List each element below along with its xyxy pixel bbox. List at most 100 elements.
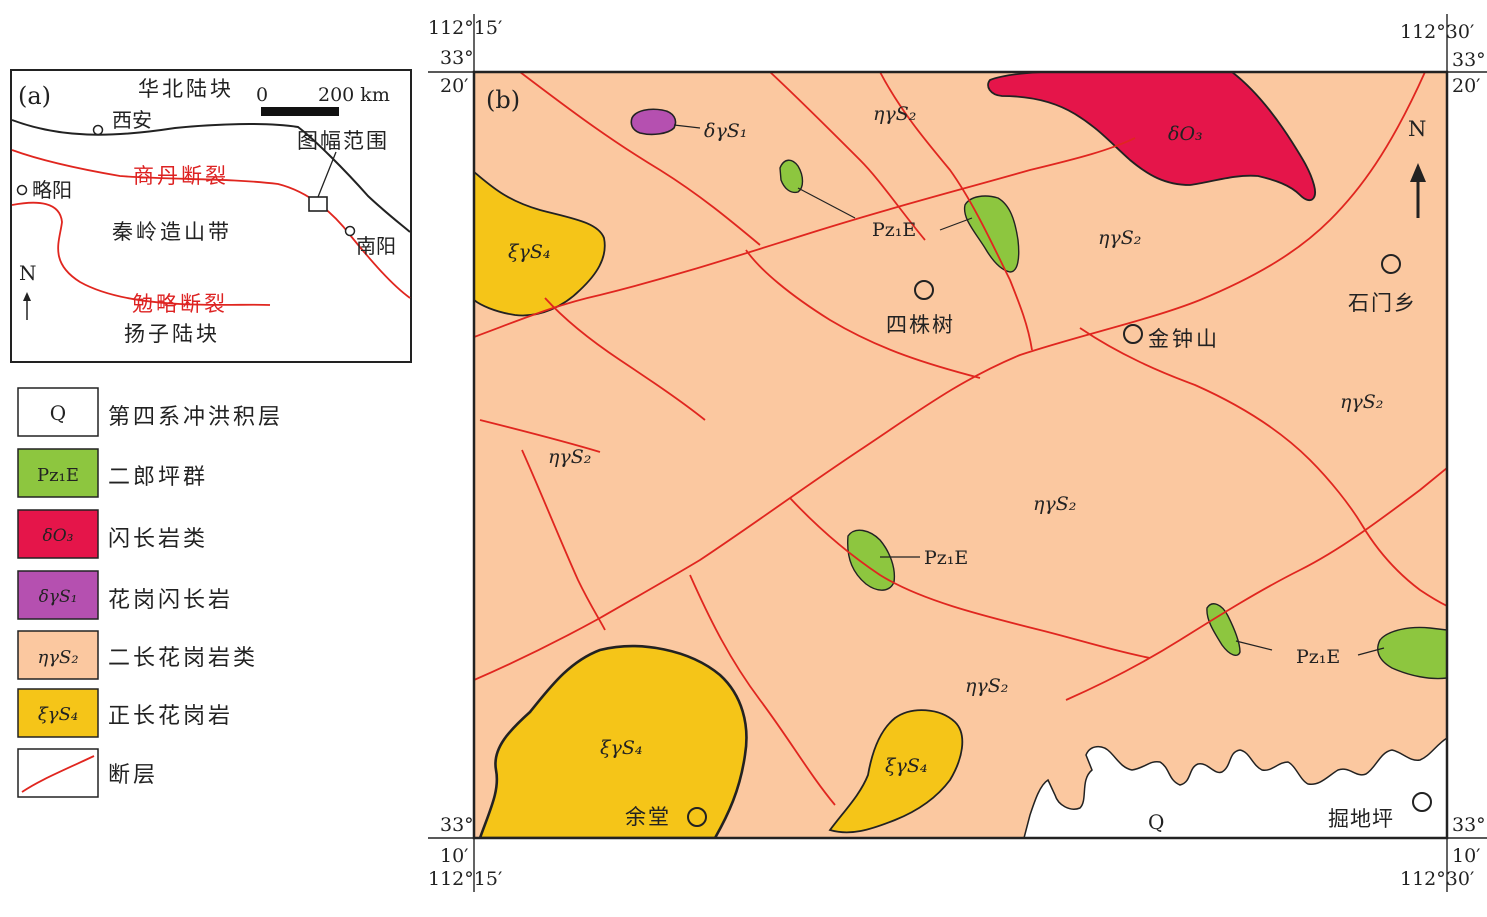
jinzhongshan-label: 金钟山 — [1148, 327, 1220, 351]
legend-swatch-q — [17, 387, 99, 437]
syenogranite-body-south — [828, 709, 964, 834]
shangdan-fault-line — [11, 149, 411, 299]
coord-bottom-left-lat-min: 10′ — [440, 845, 469, 867]
coord-top-left-lat-min: 20′ — [440, 75, 469, 97]
unit-label-pz1e-1: Pz₁E — [872, 219, 916, 241]
leader-pz1e-1 — [797, 187, 856, 219]
mianlue-fault-line — [11, 201, 271, 306]
unit-label-ngs2-west: ηγS₂ — [548, 446, 591, 468]
diorite-body — [987, 72, 1316, 202]
legend-label-dgs1: 花岗闪长岩 — [108, 588, 233, 613]
syenogranite-body-northwest — [474, 170, 606, 317]
unit-label-ngs2-north: ηγS₂ — [873, 103, 916, 125]
coord-top-right-lon: 112°30′ — [1400, 21, 1474, 43]
legend-symbol-pz1e: Pz₁E — [37, 465, 79, 486]
yutang-marker — [687, 807, 707, 827]
legend-label-pz1e: 二郎坪群 — [108, 465, 208, 490]
unit-label-do3: δO₃ — [1168, 123, 1203, 145]
main-north-label: N — [1408, 117, 1426, 141]
erlangping-body-4 — [1206, 603, 1241, 657]
inset-map: (a) 华北陆块 0 200 km 西安 图幅范围 商丹断裂 略阳 秦岭造山带 … — [10, 69, 412, 363]
legend-item-fault: 断层 — [17, 748, 158, 798]
judiping-marker — [1412, 792, 1432, 812]
legend-symbol-dgs1: δγS₁ — [39, 587, 78, 607]
legend-swatch-pz1e — [17, 448, 99, 498]
scale-end-label: 200 km — [318, 84, 390, 106]
legend-swatch-dgs1 — [17, 570, 99, 620]
unit-label-dgs1: δγS₁ — [704, 120, 747, 142]
leader-pz1e-5 — [1357, 647, 1385, 656]
legend-item-dgs1: δγS₁ 花岗闪长岩 — [17, 570, 233, 620]
unit-label-xgs4-southwest: ξγS₄ — [600, 737, 642, 759]
legend-item-q: Q 第四系冲洪积层 — [17, 387, 283, 437]
nanyang-city-marker — [344, 225, 356, 237]
erlangping-body-5 — [1377, 626, 1447, 680]
mianlue-fault-label: 勉略断裂 — [132, 292, 228, 316]
legend-swatch-ngs2 — [17, 630, 99, 680]
legend: Q 第四系冲洪积层 Pz₁E 二郎坪群 δO₃ 闪长岩类 δγS₁ 花岗闪长岩 … — [17, 387, 283, 798]
coord-top-left-lat-deg: 33° — [440, 47, 474, 69]
unit-label-pz1e-4: Pz₁E — [1296, 646, 1340, 668]
leader-dgs1 — [673, 124, 701, 129]
unit-label-pz1e-3: Pz₁E — [924, 547, 968, 569]
legend-symbol-do3: δO₃ — [43, 526, 74, 546]
leader-pz1e-2 — [939, 217, 973, 231]
lueyang-city-marker — [16, 184, 28, 196]
legend-label-xgs4: 正长花岗岩 — [108, 704, 233, 729]
legend-fault-line — [21, 755, 95, 793]
legend-label-q: 第四系冲洪积层 — [108, 405, 283, 430]
coord-top-left-lon: 112°15′ — [428, 17, 502, 39]
shangdan-fault-label: 商丹断裂 — [133, 164, 229, 188]
unit-label-ngs2-south: ηγS₂ — [965, 675, 1008, 697]
unit-label-ngs2-east: ηγS₂ — [1340, 391, 1383, 413]
jinzhongshan-marker — [1123, 324, 1143, 344]
legend-symbol-ngs2: ηγS₂ — [37, 647, 78, 668]
granodiorite-body — [630, 108, 677, 136]
main-map: 112°15′ 33° 20′ 112°30′ 33° 20′ 33° 10′ … — [428, 14, 1487, 892]
legend-label-do3: 闪长岩类 — [108, 527, 208, 552]
map-extent-label: 图幅范围 — [297, 129, 389, 153]
lueyang-label: 略阳 — [32, 178, 72, 202]
yutang-label: 余堂 — [625, 805, 671, 829]
legend-label-fault: 断层 — [108, 763, 158, 788]
qinling-belt-label: 秦岭造山带 — [112, 220, 232, 244]
yangtze-block-label: 扬子陆块 — [124, 322, 220, 346]
map-extent-leader — [317, 151, 337, 198]
main-panel-label: (b) — [486, 86, 520, 114]
legend-symbol-q: Q — [50, 401, 66, 425]
legend-item-xgs4: ξγS₄ 正长花岗岩 — [17, 688, 233, 738]
coord-bottom-left-lon: 112°15′ — [428, 868, 502, 890]
inset-north-arrowhead — [23, 292, 31, 301]
syenogranite-body-southwest — [478, 644, 748, 838]
legend-item-do3: δO₃ 闪长岩类 — [17, 509, 208, 559]
erlangping-body-1 — [779, 159, 804, 194]
judiping-label: 掘地坪 — [1328, 807, 1394, 831]
legend-label-ngs2: 二长花岗岩类 — [108, 646, 258, 671]
coord-top-right-lat-deg: 33° — [1452, 49, 1486, 71]
xian-label: 西安 — [112, 108, 152, 132]
unit-label-q: Q — [1148, 810, 1164, 834]
coord-bottom-right-lat-min: 10′ — [1452, 845, 1481, 867]
map-extent-box — [308, 196, 328, 212]
leader-pz1e-4 — [1235, 640, 1273, 651]
fault-lines — [474, 72, 1447, 806]
main-north-arrowhead — [1410, 163, 1426, 182]
inset-north-label: N — [19, 261, 37, 285]
coord-top-right-lat-min: 20′ — [1452, 75, 1481, 97]
legend-symbol-xgs4: ξγS₄ — [38, 704, 78, 725]
inset-panel-label: (a) — [18, 82, 51, 110]
coord-bottom-right-lon: 112°30′ — [1400, 868, 1474, 890]
unit-label-xgs4-northwest: ξγS₄ — [508, 241, 550, 263]
unit-label-xgs4-south: ξγS₄ — [885, 755, 927, 777]
shimenxiang-marker — [1381, 254, 1401, 274]
north-china-block-label: 华北陆块 — [138, 77, 234, 101]
coord-bottom-left-lat-deg: 33° — [440, 814, 474, 836]
legend-swatch-do3 — [17, 509, 99, 559]
xian-city-marker — [92, 124, 104, 136]
sizhushu-label: 四株树 — [886, 313, 955, 337]
unit-label-ngs2-center: ηγS₂ — [1033, 493, 1076, 515]
legend-item-pz1e: Pz₁E 二郎坪群 — [17, 448, 208, 498]
scale-start-label: 0 — [256, 84, 268, 106]
legend-swatch-xgs4 — [17, 688, 99, 738]
